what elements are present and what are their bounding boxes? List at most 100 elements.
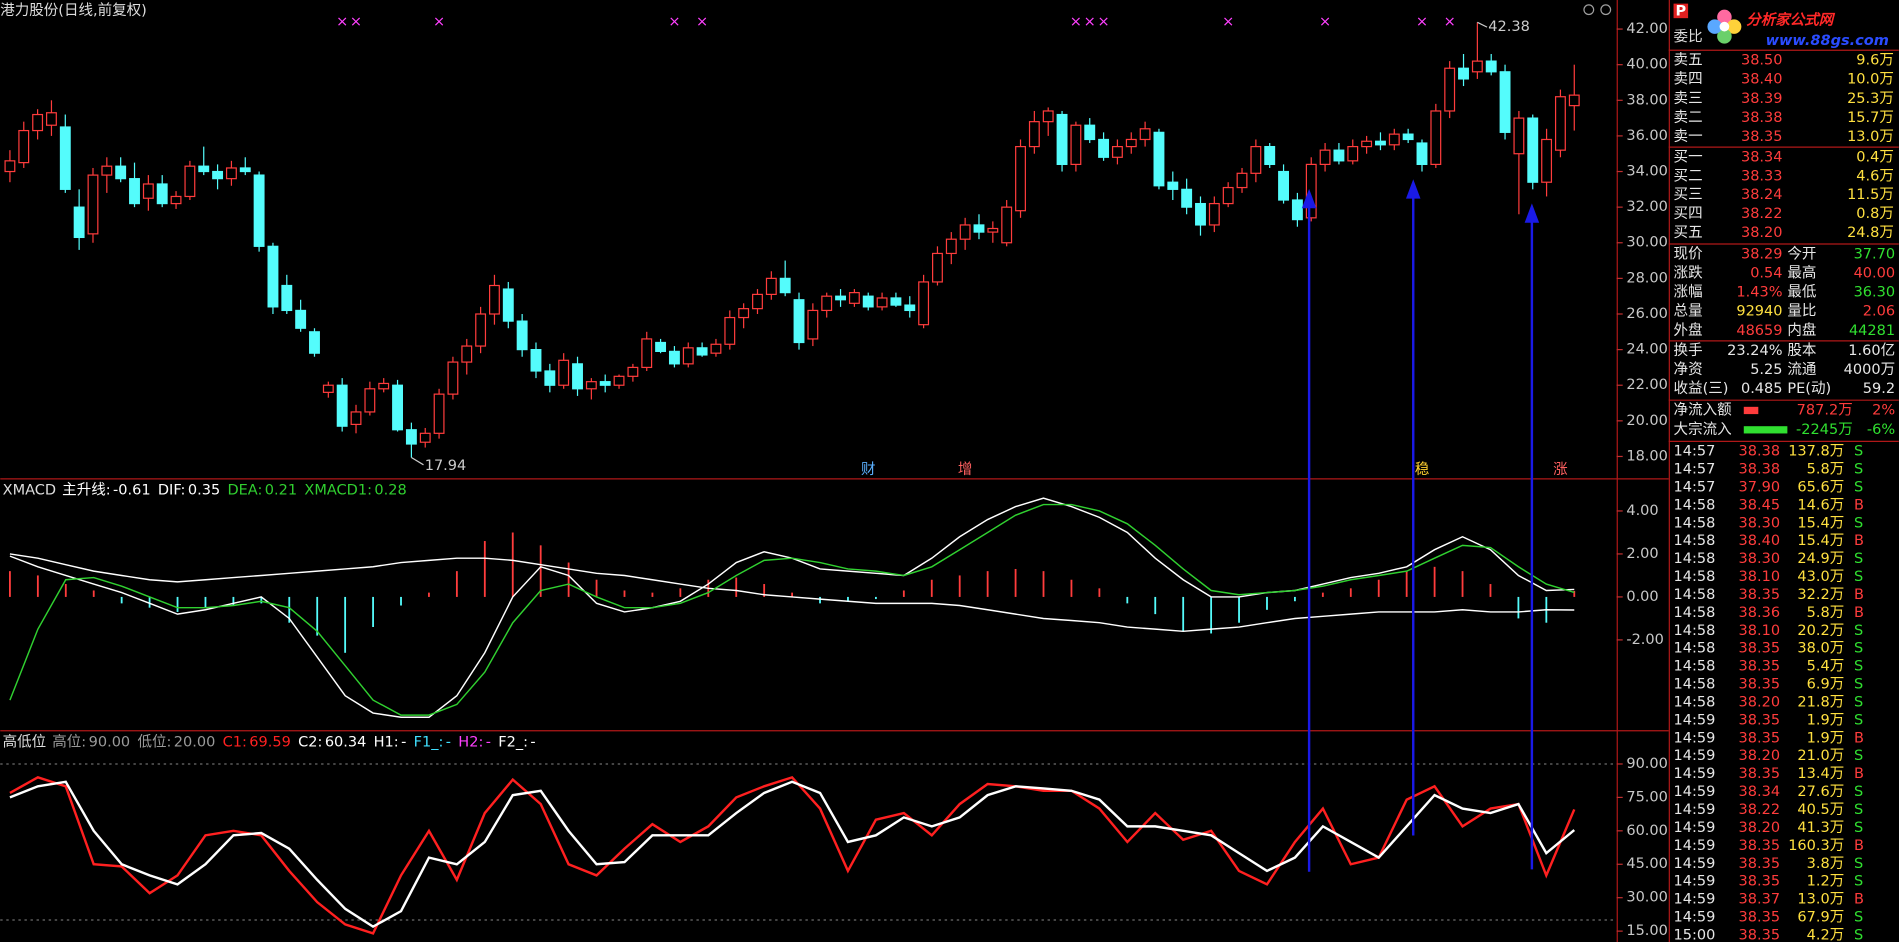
event-tag: 涨 bbox=[1553, 461, 1568, 478]
quote-text: 14:58 bbox=[1674, 605, 1716, 621]
quote-text: 40.00 bbox=[1854, 265, 1896, 281]
series-line bbox=[9, 775, 1576, 935]
y-tick-label: 30.00 bbox=[1626, 235, 1668, 251]
quote-text: 38.10 bbox=[1739, 569, 1781, 585]
candle-body bbox=[779, 277, 791, 294]
candle-body bbox=[1111, 145, 1123, 158]
candle-body bbox=[1195, 202, 1206, 226]
quote-text: 卖二 bbox=[1674, 109, 1703, 126]
candle-body bbox=[1070, 124, 1082, 166]
legend-text: 主升线: bbox=[62, 482, 110, 499]
quote-text: 5.8万 bbox=[1807, 605, 1845, 621]
low-leader bbox=[411, 457, 424, 466]
candle-body bbox=[1264, 145, 1276, 166]
quote-text: 买三 bbox=[1674, 186, 1703, 203]
quote-text: 15:00 bbox=[1674, 927, 1716, 942]
candle-body bbox=[433, 393, 445, 434]
candle-body bbox=[1125, 138, 1137, 148]
candle-body bbox=[904, 304, 916, 312]
quote-text: S bbox=[1854, 659, 1863, 675]
candle-body bbox=[1568, 94, 1580, 107]
candle-body bbox=[835, 295, 846, 301]
quote-text: 21.0万 bbox=[1797, 748, 1844, 764]
candle-body bbox=[710, 343, 722, 354]
quote-text: 涨幅 bbox=[1674, 284, 1703, 301]
quote-text: 14:59 bbox=[1674, 784, 1716, 800]
quote-text: 5.4万 bbox=[1807, 659, 1845, 675]
y-tick-label: 2.00 bbox=[1626, 546, 1658, 562]
quote-text: 38.24 bbox=[1741, 187, 1783, 203]
chart-title: 港力股份(日线,前复权) bbox=[0, 1, 147, 19]
quote-text: 38.40 bbox=[1741, 72, 1783, 88]
quote-text: B bbox=[1854, 730, 1864, 746]
candle-body bbox=[336, 384, 348, 427]
y-tick-label: 30.00 bbox=[1626, 890, 1668, 906]
quote-text: 38.10 bbox=[1739, 623, 1781, 639]
quote-text: 14:59 bbox=[1674, 802, 1716, 818]
arrow-head bbox=[1405, 179, 1421, 199]
quote-text: 59.2 bbox=[1863, 381, 1895, 397]
candle-body bbox=[46, 112, 57, 126]
candle-body bbox=[641, 338, 653, 369]
candle-body bbox=[198, 165, 210, 173]
legend-text: 0.35 bbox=[188, 483, 220, 499]
petal bbox=[1717, 9, 1732, 25]
candle-body bbox=[945, 238, 957, 255]
candle-body bbox=[267, 245, 279, 308]
quote-text: S bbox=[1854, 927, 1863, 942]
candle-body bbox=[918, 281, 930, 326]
candle-body bbox=[405, 429, 417, 445]
quote-text: 24.9万 bbox=[1797, 551, 1844, 567]
quote-text: B bbox=[1854, 605, 1864, 621]
candle-body bbox=[101, 165, 113, 176]
quote-text: 14:58 bbox=[1674, 587, 1716, 603]
quote-text: 14:59 bbox=[1674, 910, 1716, 926]
candle-body bbox=[890, 297, 902, 306]
candle-body bbox=[392, 384, 403, 431]
candle-body bbox=[1028, 121, 1040, 148]
quote-text: 38.33 bbox=[1741, 168, 1783, 184]
y-tick-label: 34.00 bbox=[1626, 164, 1668, 180]
quote-text: 14:58 bbox=[1674, 695, 1716, 711]
quote-text: 收益(三) bbox=[1674, 380, 1729, 397]
y-tick-label: 28.00 bbox=[1626, 270, 1668, 286]
quote-text: 38.40 bbox=[1739, 533, 1781, 549]
quote-text: 0.4万 bbox=[1856, 149, 1894, 165]
icon bbox=[1583, 4, 1595, 16]
quote-text: 38.20 bbox=[1741, 225, 1783, 241]
y-tick-label: 0.00 bbox=[1626, 589, 1658, 605]
candle-body bbox=[821, 295, 833, 312]
quote-text: 换手 bbox=[1674, 342, 1703, 359]
quote-text: B bbox=[1854, 587, 1864, 603]
quote-text: 14:59 bbox=[1674, 892, 1716, 908]
icon bbox=[1600, 4, 1612, 16]
quote-text: 14:59 bbox=[1674, 712, 1716, 728]
candle-body bbox=[530, 349, 542, 372]
quote-text: S bbox=[1854, 444, 1863, 460]
quote-text: 4.2万 bbox=[1807, 927, 1845, 942]
candle-body bbox=[1430, 110, 1442, 166]
candle-body bbox=[1208, 202, 1220, 226]
quote-text: 787.2万 bbox=[1797, 402, 1853, 418]
quote-text: 92940 bbox=[1736, 304, 1782, 320]
candle-body bbox=[1471, 60, 1483, 73]
event-tag: 稳 bbox=[1415, 461, 1430, 478]
quote-text: 15.4万 bbox=[1797, 515, 1844, 531]
quote-text: 14:58 bbox=[1674, 641, 1716, 657]
quote-text: S bbox=[1854, 515, 1863, 531]
signal-mark: × bbox=[1084, 14, 1096, 30]
series-line bbox=[9, 503, 1575, 716]
legend-text: 90.00 bbox=[89, 734, 131, 750]
candle-body bbox=[184, 165, 196, 198]
quote-text: S bbox=[1854, 856, 1863, 872]
y-tick-label: 26.00 bbox=[1626, 306, 1668, 322]
quote-text: P bbox=[1676, 4, 1687, 20]
legend-text: - bbox=[530, 734, 535, 750]
signal-mark: × bbox=[668, 14, 680, 30]
quote-text: 13.4万 bbox=[1797, 766, 1844, 782]
candle-body bbox=[932, 252, 943, 283]
quote-text: 38.20 bbox=[1739, 820, 1781, 836]
candle-body bbox=[1485, 60, 1497, 73]
